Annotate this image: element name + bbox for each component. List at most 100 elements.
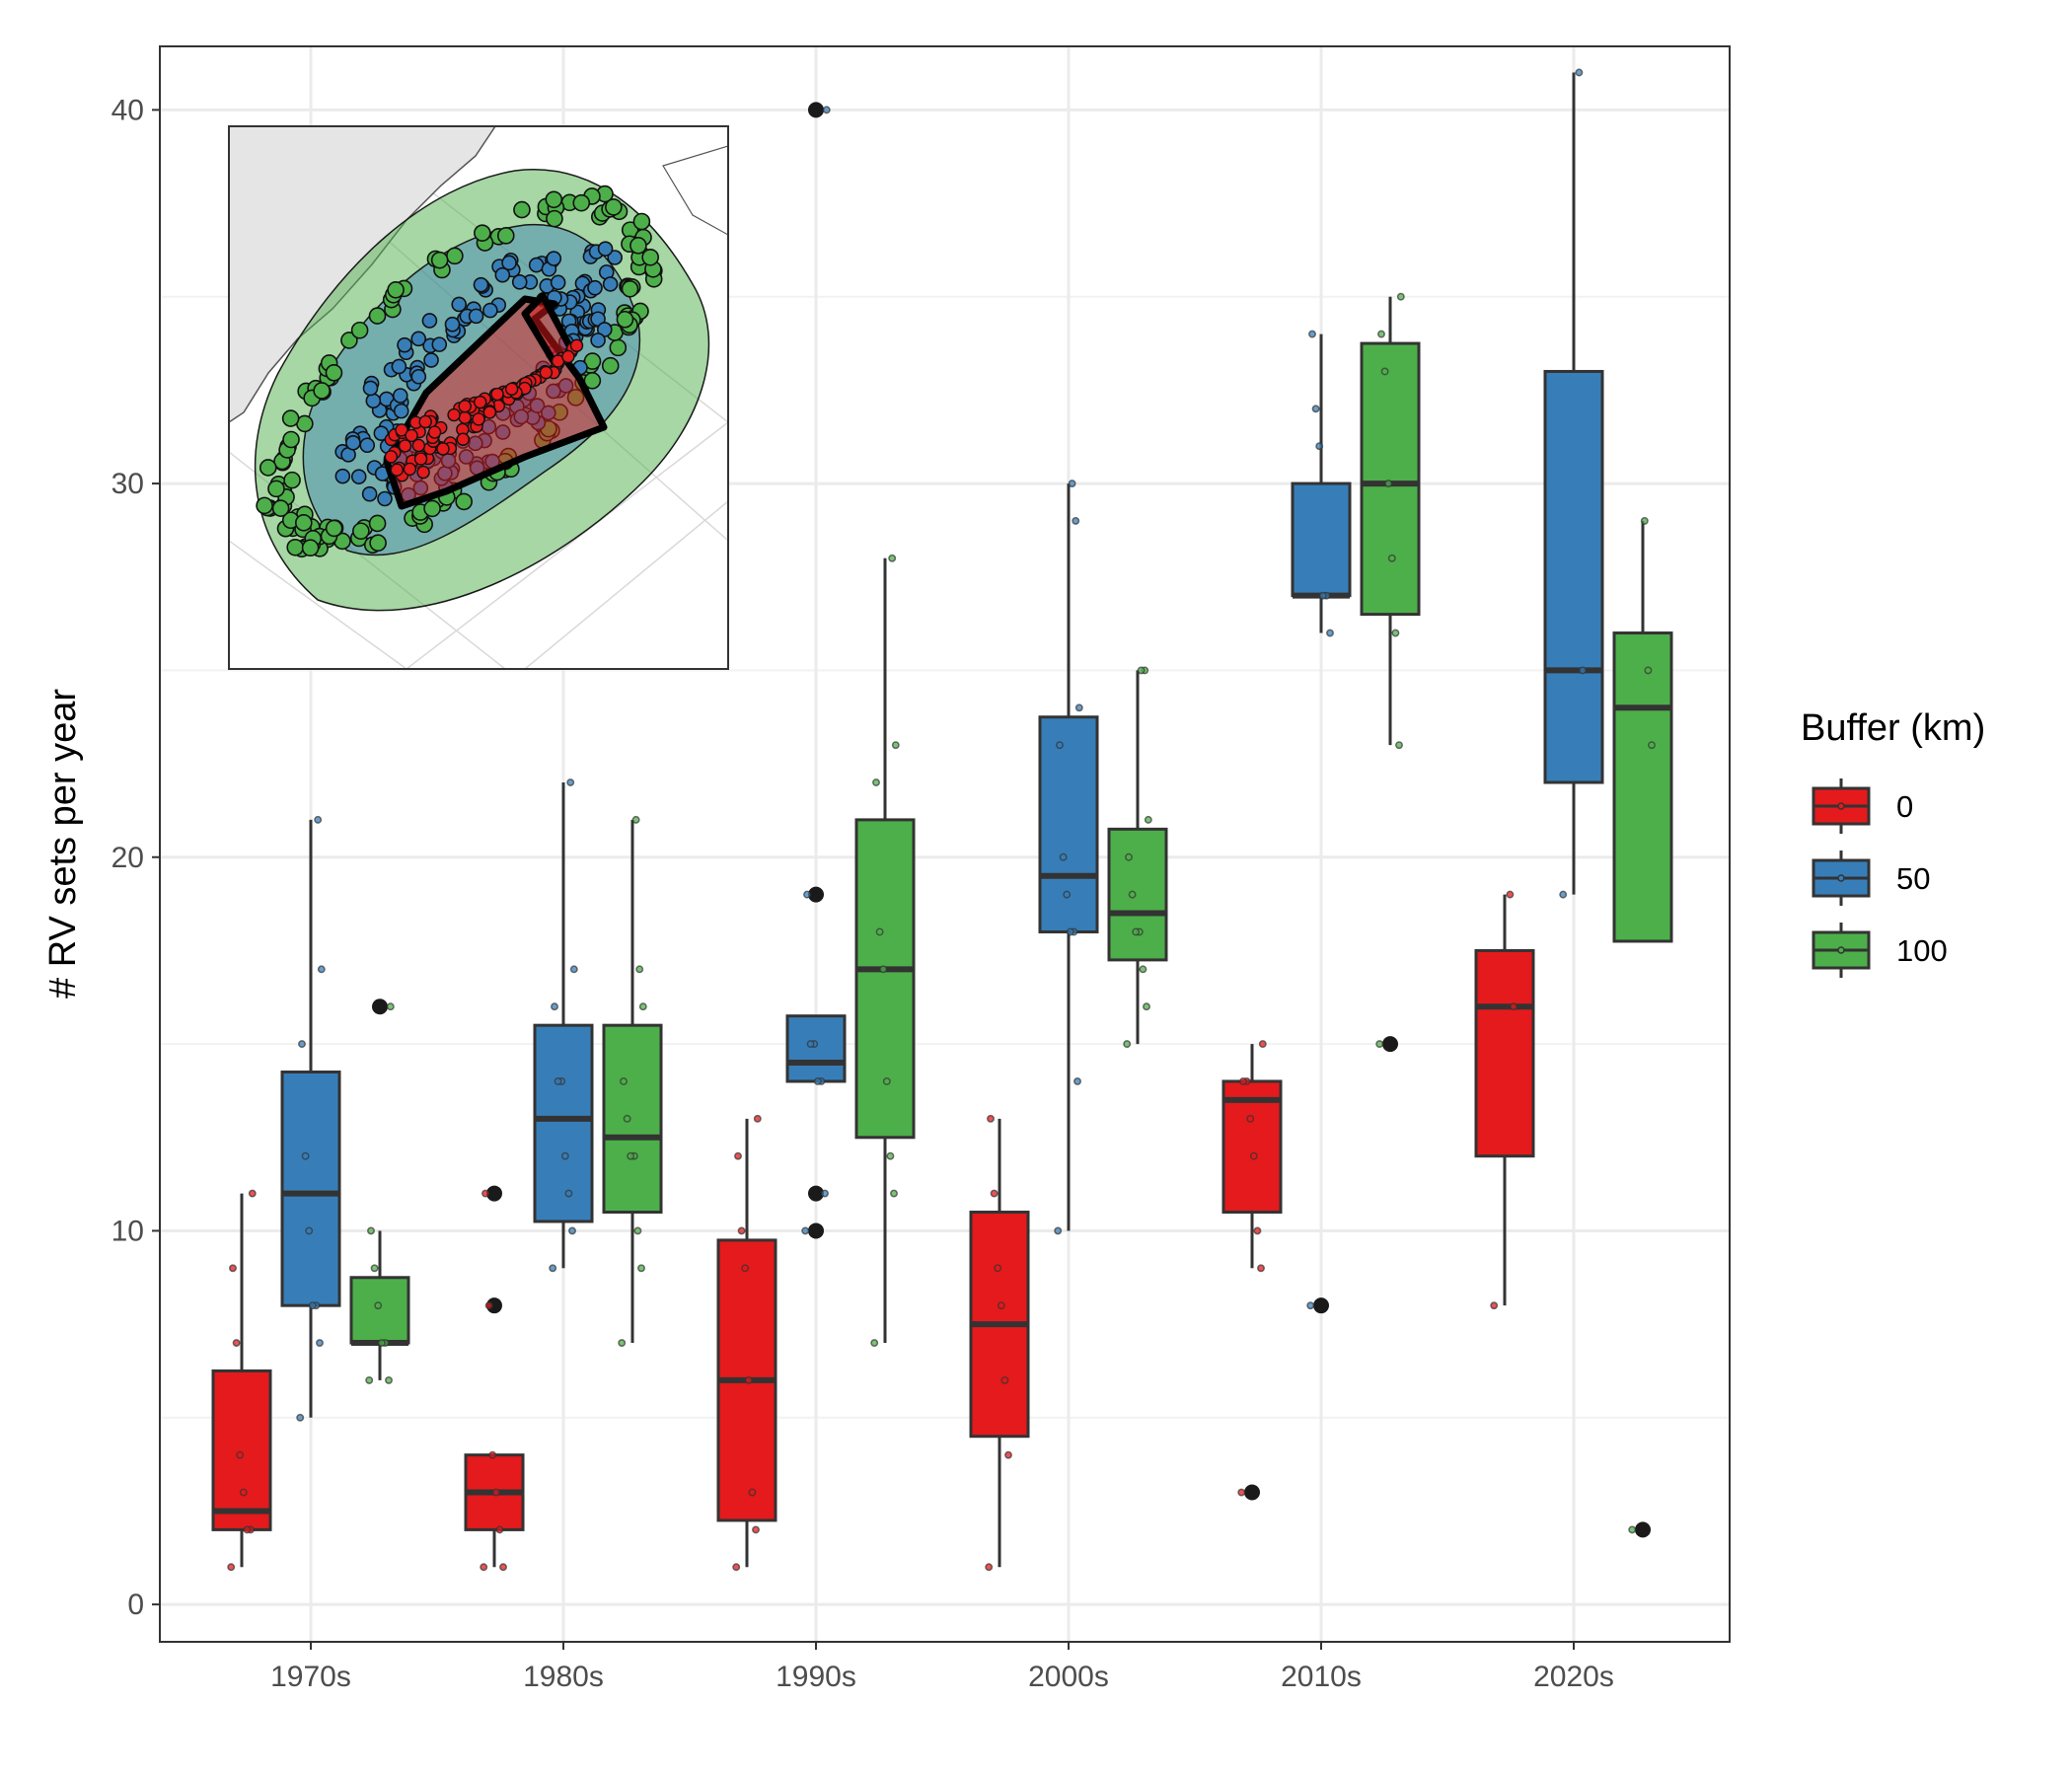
legend-label: 100 (1896, 933, 1948, 968)
jitter-point (801, 1226, 810, 1235)
jitter-point (1384, 480, 1393, 488)
box-body (280, 1071, 341, 1307)
jitter-point (1056, 741, 1064, 750)
jitter-point (1246, 1114, 1255, 1123)
map-station-dot (377, 490, 393, 507)
map-station-dot (271, 499, 290, 518)
box-50-2000s (1038, 480, 1099, 1235)
outlier-point (486, 1297, 502, 1314)
box-body (1107, 827, 1168, 962)
jitter-point (1132, 927, 1141, 936)
map-station-dot (361, 485, 378, 502)
jitter-point (569, 965, 578, 974)
jitter-point (566, 778, 575, 786)
jitter-point (1377, 330, 1385, 338)
x-axis: 1970s 1980s 1990s 2000s 2010s 2020s (270, 1642, 1614, 1693)
jitter-point (560, 1151, 569, 1160)
outlier-point (1244, 1484, 1260, 1501)
map-station-dot (494, 266, 511, 283)
map-station-dot (451, 296, 468, 313)
y-tick-label: 10 (111, 1215, 144, 1247)
jitter-point (985, 1563, 994, 1572)
jitter-point (316, 1339, 324, 1347)
map-station-dot (550, 274, 566, 291)
jitter-point (752, 1525, 760, 1534)
map-station-dot (641, 248, 659, 266)
jitter-point (1308, 330, 1316, 338)
jitter-point (1315, 442, 1324, 451)
jitter-point (495, 1525, 504, 1534)
map-station-dot (325, 364, 343, 382)
jitter-point (618, 1339, 627, 1347)
x-tick-label: 1980s (523, 1661, 604, 1693)
jitter-point (232, 1339, 241, 1347)
box-0-2010s (1221, 1040, 1283, 1501)
map-station-dot (456, 432, 470, 446)
map-station-dot (528, 257, 545, 273)
box-body (1543, 369, 1604, 784)
map-station-dot (286, 538, 305, 556)
jitter-point (554, 1077, 562, 1085)
map-station-dot (283, 471, 301, 489)
map-station-dot (365, 393, 382, 409)
map-station-dot (387, 281, 405, 299)
map-station-dot (427, 425, 442, 439)
legend-title: Buffer (km) (1801, 707, 1985, 749)
legend-label: 0 (1896, 789, 1913, 824)
map-station-dot (511, 274, 528, 290)
outlier-point (808, 1185, 824, 1202)
x-tick-label: 2010s (1281, 1661, 1362, 1693)
jitter-point (886, 1151, 895, 1160)
outlier-point (486, 1185, 502, 1202)
inset-border (228, 125, 729, 670)
jitter-point (317, 965, 326, 974)
map-station-dot (473, 276, 489, 293)
jitter-point (296, 1413, 305, 1422)
map-station-dot (468, 308, 484, 325)
box-0-2000s (969, 1114, 1030, 1572)
box-0-1970s (211, 1189, 272, 1572)
map-station-dot (421, 313, 438, 329)
x-tick-label: 2020s (1533, 1661, 1614, 1693)
box-50-1990s (785, 102, 847, 1239)
jitter-point (1380, 367, 1389, 376)
jitter-point (987, 1114, 995, 1123)
jitter-point (997, 1301, 1005, 1310)
jitter-point (1072, 516, 1080, 525)
box-100-2010s (1360, 292, 1421, 1053)
jitter-point (890, 1189, 898, 1198)
map-station-dot (430, 251, 449, 269)
panel-border (159, 45, 1731, 1643)
jitter-point (822, 106, 831, 114)
box-body (533, 1023, 594, 1223)
x-tick-label: 1990s (776, 1661, 856, 1693)
box-body (1038, 715, 1099, 933)
jitter-point (367, 1226, 375, 1235)
jitter-point (872, 778, 880, 786)
map-station-dot (301, 539, 320, 557)
jitter-point (1000, 1375, 1009, 1384)
inset-map (228, 125, 729, 670)
map-station-dot (545, 190, 563, 209)
map-station-dot (403, 462, 417, 477)
map-station-dot (431, 336, 448, 352)
jitter-point (1125, 852, 1133, 861)
map-station-dot (294, 514, 313, 532)
jitter-point (1239, 1077, 1247, 1085)
jitter-point (1375, 1040, 1384, 1049)
jitter-point (564, 1189, 573, 1198)
jitter-point (879, 965, 888, 974)
jitter-point (1063, 890, 1072, 899)
jitter-point (1059, 852, 1068, 861)
jitter-point (753, 1114, 762, 1123)
jitter-point (227, 1563, 236, 1572)
jitter-point (994, 1264, 1002, 1273)
map-station-dot (393, 403, 409, 419)
map-station-dot (313, 382, 331, 400)
box-50-1970s (280, 815, 341, 1422)
box-body (1291, 481, 1352, 598)
box-body (349, 1276, 410, 1345)
y-axis: 0 10 20 30 40 (111, 94, 160, 1621)
jitter-point (1575, 68, 1584, 77)
map-station-dot (391, 358, 407, 375)
